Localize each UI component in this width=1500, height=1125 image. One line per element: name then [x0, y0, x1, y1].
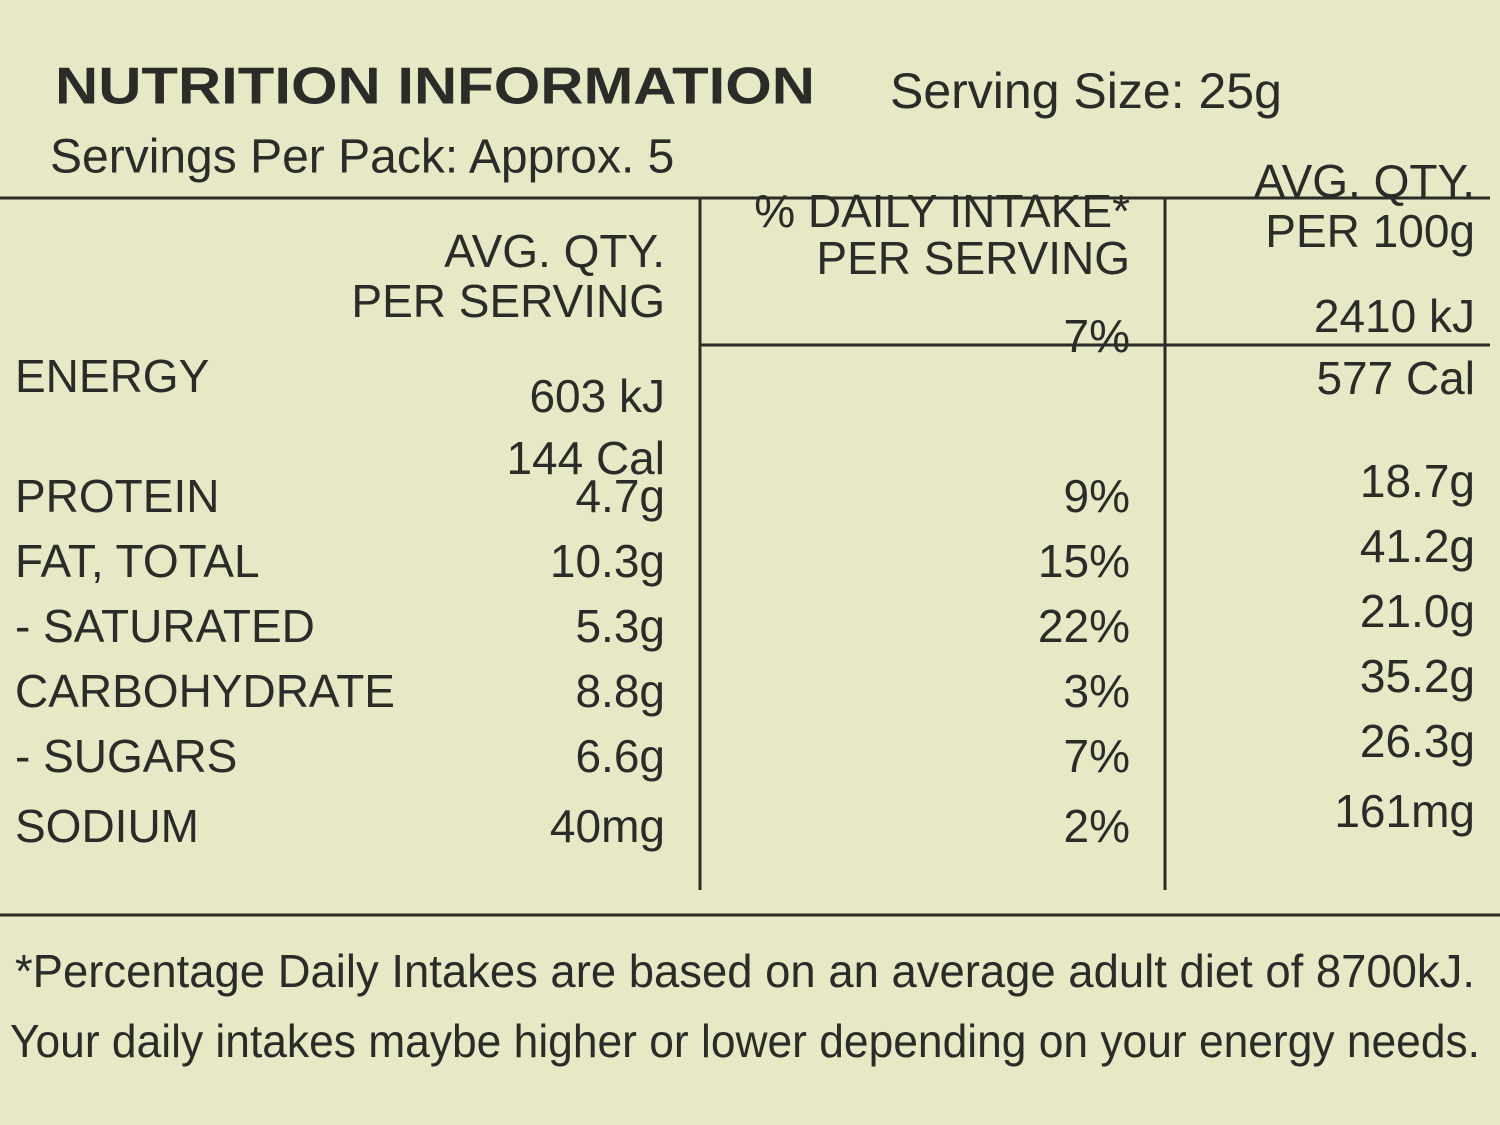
servings-per-pack: Servings Per Pack: Approx. 5 [50, 131, 674, 184]
column-header: PER SERVING [351, 275, 665, 327]
cell-value: 5.3g [575, 600, 665, 652]
cell-value: 9% [1064, 470, 1130, 522]
serving-size: Serving Size: 25g [890, 63, 1282, 119]
row-label: CARBOHYDRATE [15, 665, 395, 717]
cell-value: 22% [1038, 600, 1130, 652]
cell-value: 8.8g [575, 665, 665, 717]
cell-value: 15% [1038, 535, 1130, 587]
cell-value: 18.7g [1360, 455, 1475, 507]
column-header: AVG. QTY. [444, 225, 665, 277]
cell-value: 35.2g [1360, 650, 1475, 702]
column-header: AVG. QTY. [1254, 155, 1475, 207]
cell-value: 6.6g [575, 730, 665, 782]
cell-value: 2410 kJ [1314, 290, 1475, 342]
row-label: - SATURATED [15, 600, 315, 652]
row-label: SODIUM [15, 800, 199, 852]
cell-value: 144 Cal [506, 432, 665, 484]
row-label: - SUGARS [15, 730, 237, 782]
row-label: ENERGY [15, 350, 209, 402]
cell-value: 577 Cal [1316, 352, 1475, 404]
title: NUTRITION INFORMATION [55, 58, 815, 116]
cell-value: 3% [1064, 665, 1130, 717]
footnote: Your daily intakes maybe higher or lower… [10, 1015, 1480, 1067]
footnote: *Percentage Daily Intakes are based on a… [15, 945, 1475, 997]
column-header: PER SERVING [816, 232, 1130, 284]
row-label: FAT, TOTAL [15, 535, 260, 587]
cell-value: 4.7g [575, 470, 665, 522]
cell-value: 10.3g [550, 535, 665, 587]
cell-value: 7% [1064, 310, 1130, 362]
column-header: PER 100g [1265, 205, 1475, 257]
cell-value: 2% [1064, 800, 1130, 852]
cell-value: 603 kJ [529, 370, 665, 422]
cell-value: 41.2g [1360, 520, 1475, 572]
cell-value: 7% [1064, 730, 1130, 782]
cell-value: 40mg [550, 800, 665, 852]
cell-value: 161mg [1334, 785, 1475, 837]
cell-value: 21.0g [1360, 585, 1475, 637]
row-label: PROTEIN [15, 470, 219, 522]
cell-value: 26.3g [1360, 715, 1475, 767]
column-header: % DAILY INTAKE* [754, 185, 1130, 237]
